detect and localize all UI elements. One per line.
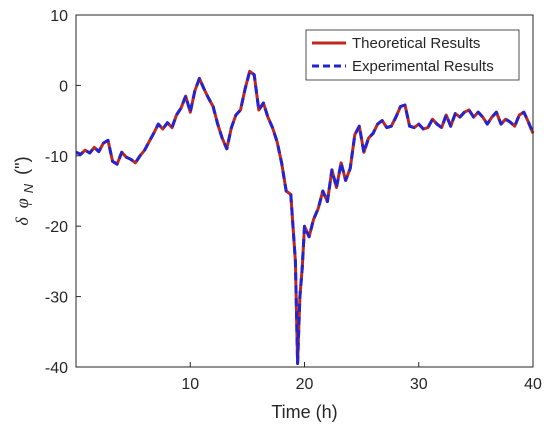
legend: Theoretical Results Experimental Results: [305, 29, 520, 81]
series-line-theoretical: [75, 69, 535, 365]
x-tick-label: 30: [410, 376, 428, 393]
x-axis-label: Time (h): [271, 402, 337, 422]
y-tick-label: 10: [50, 8, 68, 25]
x-tick-label: 40: [524, 376, 542, 393]
y-axis-label-phi: φ: [12, 198, 32, 208]
legend-box: [305, 29, 520, 81]
legend-label-experimental: Experimental Results: [352, 58, 494, 75]
y-axis-label-delta: δ: [12, 217, 32, 226]
y-tick-label: -30: [45, 290, 68, 307]
y-tick-label: 0: [59, 78, 68, 95]
x-tick-label: 10: [181, 376, 199, 393]
series-lines: [75, 69, 535, 365]
y-tick-label: -40: [45, 360, 68, 377]
y-tick-label: -20: [45, 219, 68, 236]
y-axis-label: δ φ N ("): [12, 156, 37, 225]
y-tick-label: -10: [45, 149, 68, 166]
legend-label-theoretical: Theoretical Results: [352, 35, 480, 52]
y-axis-label-subscript: N: [21, 183, 36, 193]
plot-area: [75, 14, 534, 368]
y-axis-label-unit: ("): [12, 156, 32, 174]
x-tick-label: 20: [296, 376, 314, 393]
series-line-experimental: [75, 69, 535, 365]
